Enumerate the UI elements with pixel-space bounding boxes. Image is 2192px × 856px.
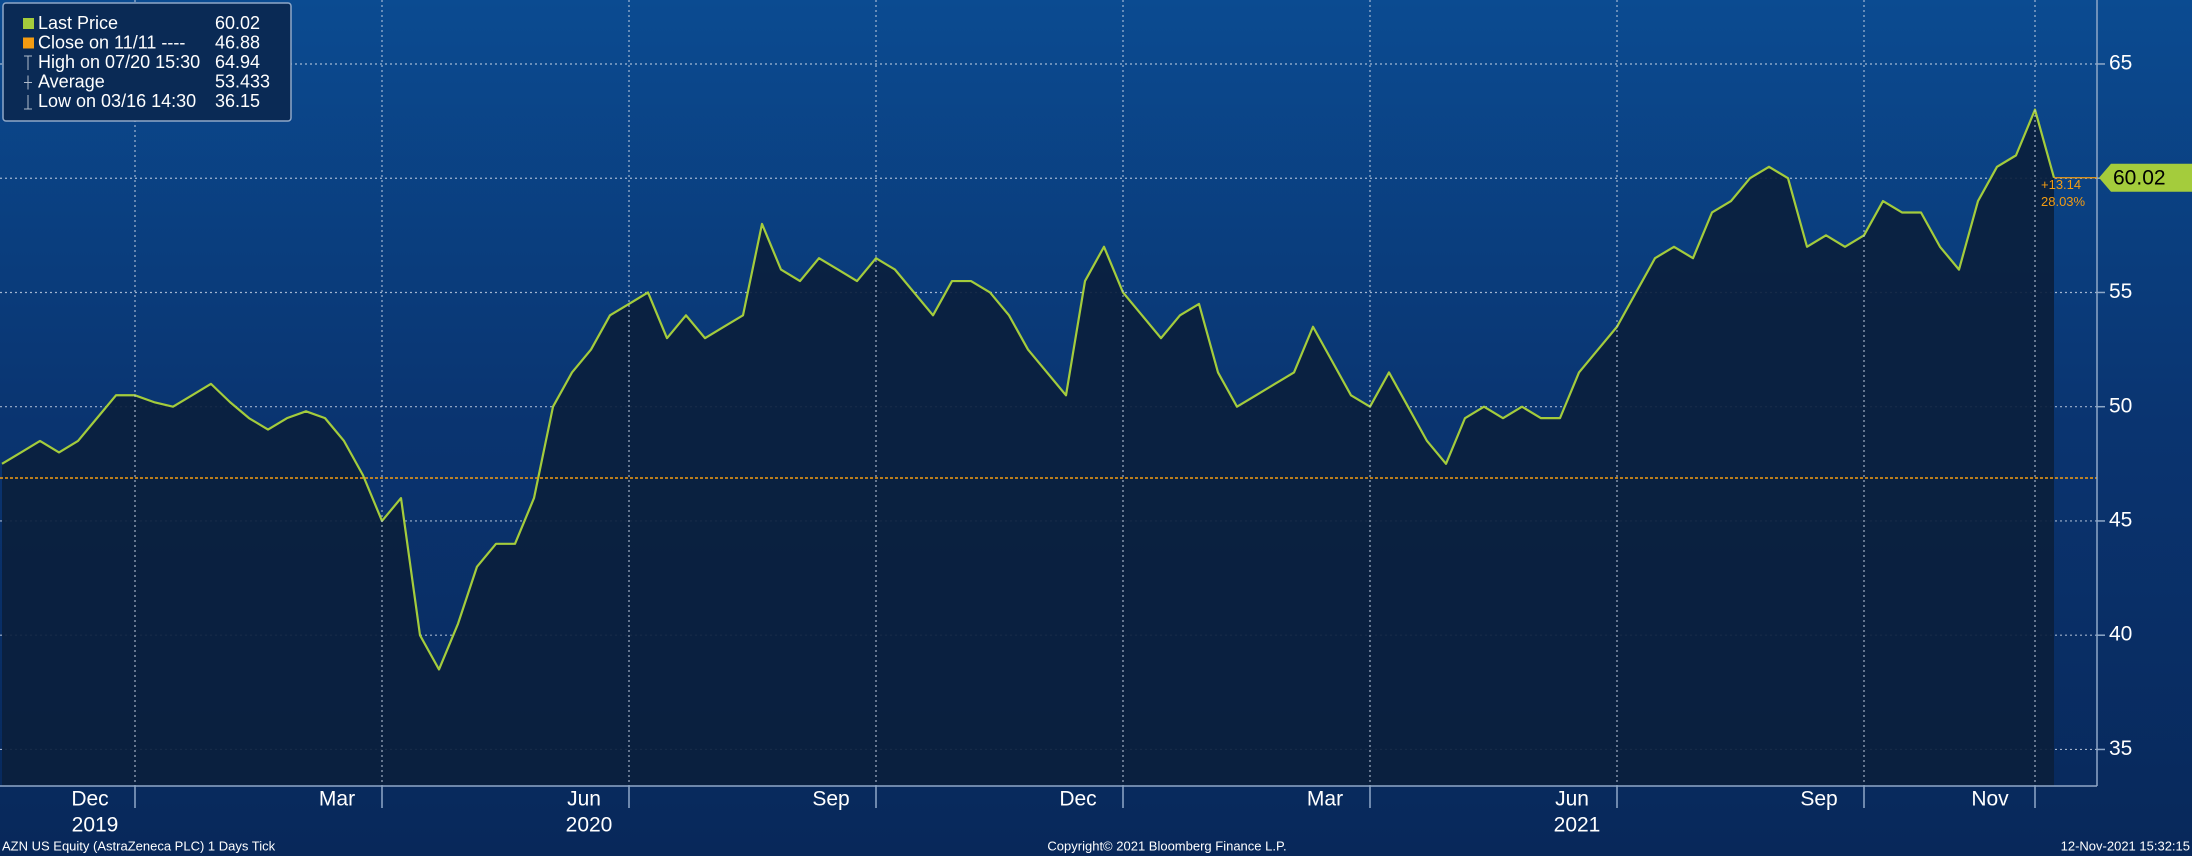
- legend-label: High on 07/20 15:30: [38, 52, 200, 72]
- x-tick-label: Nov: [1971, 788, 2009, 811]
- footer-left: AZN US Equity (AstraZeneca PLC) 1 Days T…: [2, 838, 276, 853]
- legend-label: Average: [38, 71, 105, 91]
- legend-value: 46.88: [215, 32, 260, 52]
- y-tick-label: 65: [2109, 52, 2132, 75]
- price-line: [1, 108, 2056, 671]
- y-tick-label: 50: [2109, 394, 2132, 417]
- change-label: +13.14: [2041, 177, 2081, 192]
- legend-swatch: [23, 37, 34, 49]
- legend-box: [2, 2, 292, 122]
- price-area: [2, 109, 2054, 786]
- year-label: 2020: [566, 814, 613, 837]
- x-tick-label: Mar: [1307, 788, 1343, 811]
- year-label: 2021: [1554, 814, 1601, 837]
- legend-value: 64.94: [215, 52, 260, 72]
- legend-value: 60.02: [215, 13, 260, 33]
- year-label: 2019: [72, 814, 119, 837]
- last-price-tag: [2099, 163, 2192, 192]
- x-tick-label: Dec: [71, 788, 108, 811]
- x-tick-label: Sep: [1800, 788, 1837, 811]
- change-pct-label: 28.03%: [2041, 194, 2086, 209]
- legend-label: Last Price: [38, 13, 118, 33]
- legend-label: Low on 03/16 14:30: [38, 91, 196, 111]
- y-tick-label: 55: [2109, 280, 2132, 303]
- x-tick-label: Dec: [1059, 788, 1096, 811]
- x-tick-label: Jun: [567, 788, 601, 811]
- legend: Last Price 60.02 Close on 11/11 ---- 46.88 H…: [2, 2, 292, 122]
- last-price-tag-label: 60.02: [2113, 166, 2166, 189]
- legend-value: 36.15: [215, 91, 260, 111]
- x-tick-label: Sep: [812, 788, 849, 811]
- legend-value: 53.433: [215, 71, 270, 91]
- x-tick-label: Mar: [319, 788, 355, 811]
- y-tick-label: 45: [2109, 509, 2132, 532]
- y-tick-label: 35: [2109, 737, 2132, 760]
- legend-swatch: [23, 18, 34, 29]
- footer-center: Copyright© 2021 Bloomberg Finance L.P.: [1047, 838, 1286, 853]
- legend-label: Close on 11/11 ----: [38, 32, 185, 52]
- plot-area: [0, 0, 2097, 786]
- y-tick-label: 40: [2109, 623, 2132, 646]
- x-tick-label: Jun: [1555, 788, 1589, 811]
- footer-right: 12-Nov-2021 15:32:15: [2061, 838, 2190, 853]
